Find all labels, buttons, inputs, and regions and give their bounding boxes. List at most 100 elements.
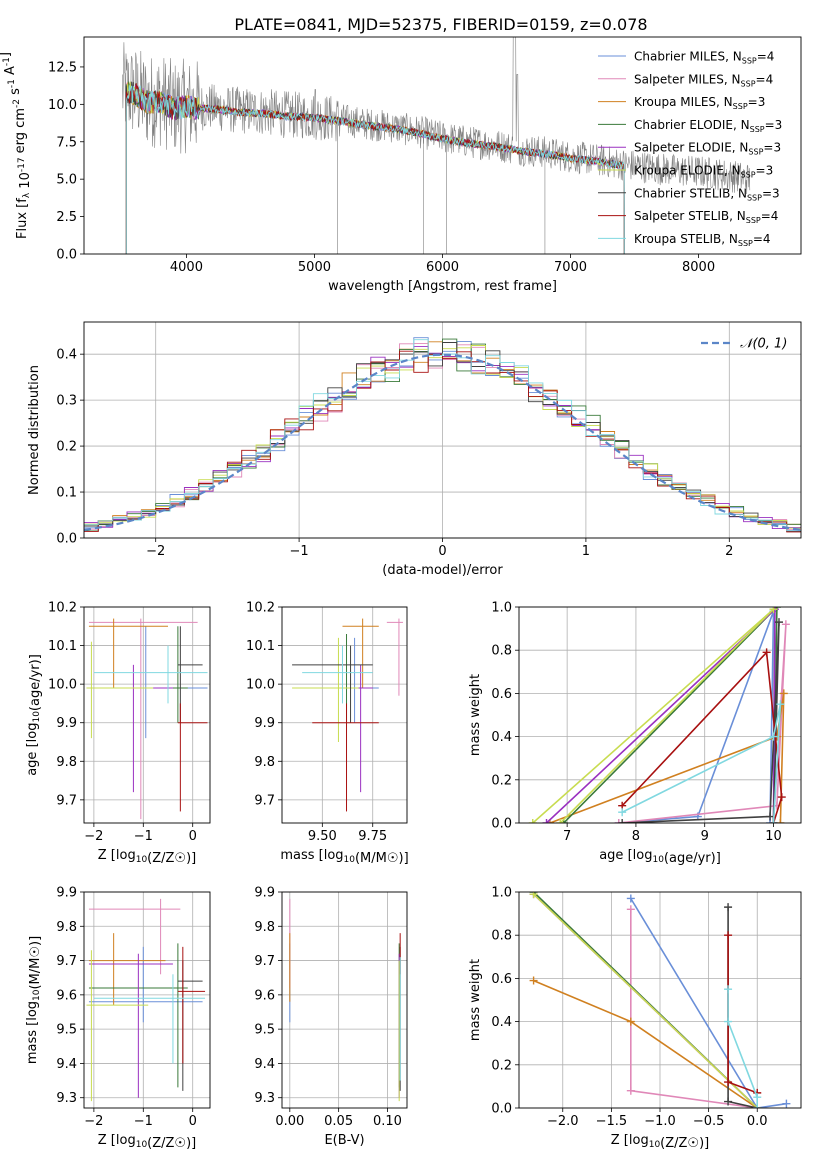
label-part: A: [3, 66, 18, 79]
y-axis-label: mass weight: [468, 959, 483, 1041]
plot-area: [86, 898, 206, 1102]
figure-title: PLATE=0841, MJD=52375, FIBERID=0159, z=0…: [234, 15, 647, 34]
x-tick-label: 8000: [682, 260, 715, 275]
mass-weight-marker: [753, 1104, 762, 1108]
y-tick-label: 9.6: [254, 988, 275, 1003]
label-part: (M/M☉)]: [355, 851, 409, 866]
y-tick-label: 0.6: [491, 972, 512, 987]
y-tick-label: 0.3: [56, 394, 77, 409]
label-part: Flux [f: [15, 198, 30, 239]
label-part: (age/yr)]: [28, 654, 43, 711]
plot-area: [122, 37, 751, 254]
mass-weight-marker: [724, 1017, 733, 1026]
label-subscript: 10: [344, 855, 356, 865]
mass-weight-marker: [724, 931, 733, 940]
legend-subscript: SSP: [741, 79, 756, 88]
label-part: λ: [22, 192, 32, 198]
legend-label: Salpeter STELIB, N: [634, 209, 746, 223]
x-tick-label: −2: [146, 544, 165, 559]
x-tick-label: 9.75: [358, 829, 387, 844]
model-spectrum-line: [125, 85, 625, 254]
mass-weight-marker: [626, 894, 635, 903]
label-subscript: 10: [136, 1140, 148, 1150]
x-tick-label: 1: [582, 544, 590, 559]
legend-label: Salpeter MILES, N: [634, 72, 741, 86]
mass-weight-marker: [618, 808, 627, 817]
legend-value: =4: [753, 232, 771, 246]
label-part: (data-model)/error: [382, 563, 503, 578]
mass-weight-marker: [753, 1093, 762, 1102]
y-tick-label: 9.9: [56, 886, 77, 901]
mass-weight-marker: [781, 620, 790, 629]
mass-weight-marker: [769, 732, 778, 741]
y-axis-label: age [log10(age/yr)]: [25, 654, 43, 776]
legend-entry: Chabrier ELODIE, NSSP=3: [634, 118, 782, 134]
mass-weight-line: [618, 611, 775, 823]
y-axis-label: Flux [fλ 10-17 erg cm-2 s-1 A-1]: [0, 52, 33, 239]
x-tick-label: −1.0: [644, 1114, 676, 1129]
x-tick-label: −1: [290, 544, 309, 559]
y-tick-label: 0.0: [56, 532, 77, 547]
label-part: (Z/Z☉)]: [147, 1136, 196, 1151]
y-tick-label: 9.9: [254, 886, 275, 901]
plot-area: [289, 898, 401, 1102]
x-tick-label: 9: [701, 829, 709, 844]
label-part: (M/M☉)]: [28, 936, 43, 990]
y-tick-label: 9.8: [254, 755, 275, 770]
panel-spectrum: 4000 5000 6000 7000 8000 0.0 2.5 5.0 7.5 10.0 12.5…: [0, 36, 802, 294]
mass-weight-marker: [528, 819, 537, 823]
panel-residual-histogram: −2 −1 0 1 2 0.0 0.1 0.2 0.3 0.4 (data-model)/error…: [27, 321, 802, 578]
y-tick-label: 9.7: [254, 954, 275, 969]
y-tick-label: 10.1: [246, 639, 275, 654]
y-tick-label: 12.5: [48, 60, 77, 75]
mass-weight-line: [630, 898, 787, 1108]
label-part: -2: [12, 99, 22, 108]
axes-frame: [518, 606, 802, 824]
y-tick-label: 9.9: [254, 716, 275, 731]
mass-weight-marker: [529, 976, 538, 985]
legend-subscript: SSP: [733, 102, 748, 111]
x-axis-label: (data-model)/error: [382, 563, 503, 578]
label-part: Z [: [98, 848, 116, 863]
x-tick-label: −2: [84, 1114, 103, 1129]
axes-frame: [83, 891, 211, 1109]
mass-weight-marker: [614, 819, 623, 823]
legend-entry: Kroupa ELODIE, NSSP=3: [634, 164, 773, 180]
mass-weight-line: [629, 909, 758, 1108]
y-tick-label: 0.4: [56, 348, 77, 363]
x-tick-label: 4000: [170, 260, 203, 275]
legend-entry: Salpeter MILES, NSSP=4: [634, 72, 773, 88]
mass-weight-marker: [724, 985, 733, 994]
x-tick-label: 0.00: [275, 1114, 304, 1129]
mass-weight-marker: [626, 1017, 635, 1026]
plot-area: [292, 618, 403, 812]
x-tick-label: 0: [438, 544, 446, 559]
legend-label: Chabrier ELODIE, N: [634, 118, 750, 132]
x-axis-label: Z [log10(Z/Z☉)]: [611, 1133, 709, 1151]
x-axis-label: Z [log10(Z/Z☉)]: [98, 848, 196, 866]
y-axis-label: mass [log10(M/M☉)]: [25, 936, 43, 1064]
axes-frame: [518, 891, 802, 1109]
x-tick-label: −1: [134, 1114, 153, 1129]
mass-weight-line: [727, 989, 759, 1108]
legend-subscript: SSP: [746, 216, 761, 225]
label-part: log: [25, 723, 40, 743]
label-part: (Z/Z☉)]: [147, 851, 196, 866]
mass-weight-line: [621, 650, 783, 823]
mass-weight-marker: [769, 607, 778, 614]
mass-weight-marker: [618, 819, 627, 823]
mass-weight-line: [727, 935, 758, 1094]
y-tick-label: 9.5: [56, 1023, 77, 1038]
legend-value: =3: [762, 186, 780, 200]
y-tick-label: 9.7: [56, 954, 77, 969]
plot-area: [86, 618, 208, 820]
y-tick-label: 0.0: [491, 1102, 512, 1117]
y-tick-label: 10.2: [246, 601, 275, 616]
y-tick-label: 5.0: [56, 173, 77, 188]
mass-weight-line: [727, 907, 758, 1108]
legend-label: Chabrier STELIB, N: [634, 186, 747, 200]
y-tick-label: 9.8: [254, 920, 275, 935]
legend-value: =3: [756, 164, 774, 178]
legend-value: =3: [765, 118, 783, 132]
